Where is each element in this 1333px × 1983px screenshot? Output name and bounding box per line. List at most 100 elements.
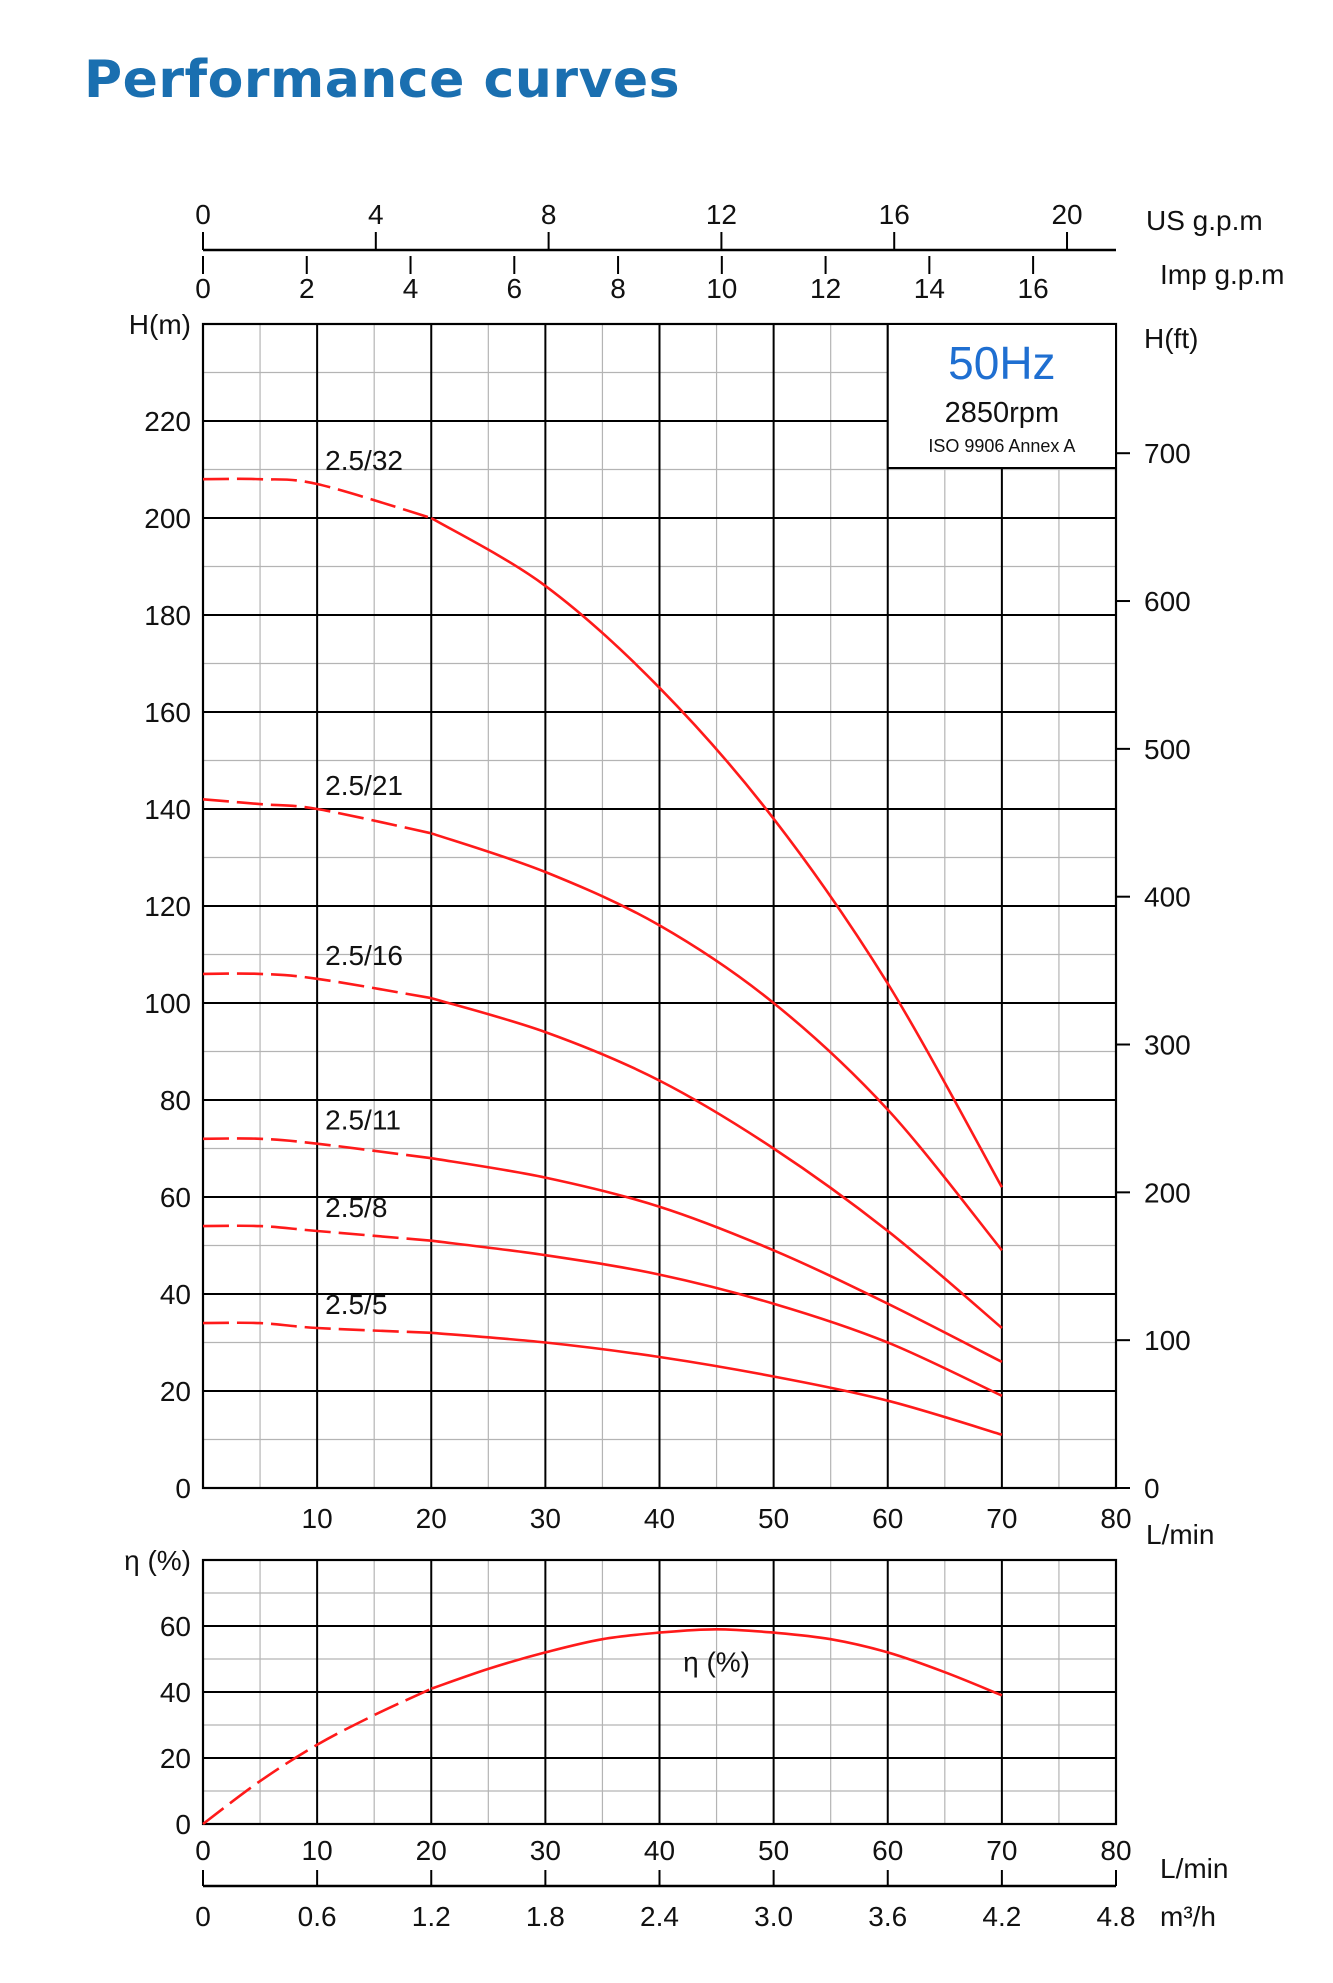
curve-label: 2.5/32	[325, 445, 403, 476]
curve-2.5-21-dashed	[202, 798, 432, 835]
imp-gpm-axis-label: Imp g.p.m	[1160, 259, 1284, 290]
m3h-tick-label: 1.2	[412, 1901, 451, 1932]
curve-label: 2.5/5	[325, 1289, 387, 1320]
y2-tick-label: 100	[1144, 1325, 1191, 1356]
y2-tick-label: 500	[1144, 734, 1191, 765]
m3h-tick-label: 4.8	[1097, 1901, 1136, 1932]
imp-gpm-tick-label: 14	[914, 273, 945, 304]
us-gpm-tick-label: 4	[368, 199, 384, 230]
eff-x-tick-label: 70	[986, 1835, 1017, 1866]
standard-label: ISO 9906 Annex A	[928, 436, 1075, 456]
x-tick-label: 20	[416, 1503, 447, 1534]
curve-label: 2.5/21	[325, 770, 403, 801]
imp-gpm-tick-label: 6	[507, 273, 523, 304]
eff-x-tick-label: 60	[872, 1835, 903, 1866]
curve-2.5-16-solid	[430, 996, 1003, 1329]
y-tick-label: 180	[144, 600, 191, 631]
us-gpm-tick-label: 12	[706, 199, 737, 230]
imp-gpm-tick-label: 2	[299, 273, 315, 304]
m3h-axis-label: m³/h	[1160, 1901, 1216, 1932]
y2-tick-label: 600	[1144, 586, 1191, 617]
m3h-tick-label: 3.6	[868, 1901, 907, 1932]
m3h-tick-label: 0.6	[298, 1901, 337, 1932]
frequency-label: 50Hz	[948, 337, 1055, 389]
y2-tick-label: 200	[1144, 1177, 1191, 1208]
curve-label: 2.5/11	[325, 1105, 401, 1136]
chart-axes	[202, 232, 1130, 1888]
us-gpm-axis-label: US g.p.m	[1146, 205, 1263, 236]
x-tick-label: 80	[1100, 1503, 1131, 1534]
eff-x-tick-label: 30	[530, 1835, 561, 1866]
us-gpm-tick-label: 8	[541, 199, 557, 230]
m3h-tick-label: 3.0	[754, 1901, 793, 1932]
m3h-tick-label: 2.4	[640, 1901, 679, 1932]
y-tick-label: 60	[160, 1182, 191, 1213]
eff-x-tick-label: 20	[416, 1835, 447, 1866]
eff-x-tick-label: 0	[195, 1835, 211, 1866]
efficiency-curve-dashed	[202, 1687, 432, 1826]
y2-tick-label: 300	[1144, 1030, 1191, 1061]
y-tick-label: 40	[160, 1279, 191, 1310]
imp-gpm-tick-label: 8	[610, 273, 626, 304]
m3h-tick-label: 4.2	[982, 1901, 1021, 1932]
curve-2.5-21-solid	[430, 832, 1003, 1252]
eff-y-tick-label: 20	[160, 1743, 191, 1774]
curve-2.5-5-dashed	[202, 1321, 432, 1335]
y-tick-label: 200	[144, 503, 191, 534]
y-tick-label: 220	[144, 406, 191, 437]
chart-curves	[202, 477, 1004, 1826]
m3h-tick-label: 0	[195, 1901, 211, 1932]
imp-gpm-tick-label: 12	[810, 273, 841, 304]
annotation-box	[886, 323, 1117, 469]
imp-gpm-tick-label: 10	[706, 273, 737, 304]
us-gpm-tick-label: 0	[195, 199, 211, 230]
y2-tick-label: 700	[1144, 438, 1191, 469]
efficiency-chart-grid	[201, 1558, 1118, 1826]
us-gpm-tick-label: 20	[1051, 199, 1082, 230]
y2-axis-label: H(ft)	[1144, 323, 1198, 354]
imp-gpm-tick-label: 16	[1018, 273, 1049, 304]
imp-gpm-tick-label: 0	[195, 273, 211, 304]
efficiency-curve-solid	[430, 1627, 1003, 1697]
y-tick-label: 120	[144, 891, 191, 922]
curve-2.5-11-dashed	[202, 1137, 432, 1160]
eff-x-tick-label: 50	[758, 1835, 789, 1866]
y2-tick-label: 0	[1144, 1473, 1160, 1504]
curve-2.5-5-solid	[431, 1331, 1003, 1436]
m3h-tick-label: 1.8	[526, 1901, 565, 1932]
imp-gpm-tick-label: 4	[403, 273, 419, 304]
eff-x-tick-label: 80	[1100, 1835, 1131, 1866]
curve-2.5-32-solid	[430, 516, 1004, 1188]
y-tick-label: 100	[144, 988, 191, 1019]
x-tick-label: 30	[530, 1503, 561, 1534]
y-tick-label: 0	[175, 1473, 191, 1504]
eff-plot-frame	[201, 1558, 1118, 1826]
y-axis-label: H(m)	[129, 309, 191, 340]
x-tick-label: 60	[872, 1503, 903, 1534]
speed-label: 2850rpm	[945, 397, 1059, 429]
x-axis-label: L/min	[1146, 1519, 1214, 1550]
curve-label: 2.5/16	[325, 940, 403, 971]
y2-tick-label: 400	[1144, 882, 1191, 913]
efficiency-curve-label: η (%)	[683, 1646, 750, 1677]
eff-y-tick-label: 60	[160, 1611, 191, 1642]
curve-2.5-8-solid	[431, 1239, 1003, 1397]
x-tick-label: 10	[302, 1503, 333, 1534]
curve-2.5-32-dashed	[202, 477, 432, 520]
y-tick-label: 20	[160, 1376, 191, 1407]
curve-2.5-8-dashed	[202, 1224, 432, 1242]
curve-2.5-11-solid	[431, 1156, 1003, 1364]
eff-y-tick-label: 0	[175, 1809, 191, 1840]
page-title: Performance curves	[84, 50, 681, 110]
eff-y-tick-label: 40	[160, 1677, 191, 1708]
us-gpm-tick-label: 16	[879, 199, 910, 230]
y-tick-label: 140	[144, 794, 191, 825]
eff-x-tick-label: 10	[302, 1835, 333, 1866]
eff-y-axis-label: η (%)	[124, 1545, 191, 1576]
y-tick-label: 80	[160, 1085, 191, 1116]
eff-x-axis-label: L/min	[1160, 1853, 1228, 1884]
x-tick-label: 40	[644, 1503, 675, 1534]
head-plot-frame	[201, 322, 1118, 1490]
